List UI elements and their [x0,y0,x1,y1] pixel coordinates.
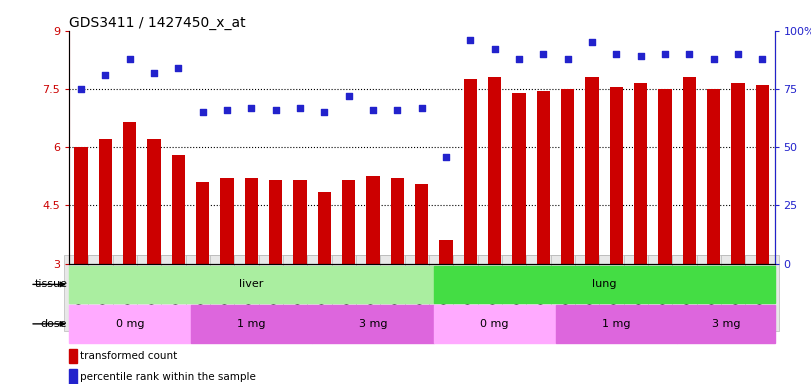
Bar [367,176,380,264]
Point [586,39,599,45]
Point [659,51,672,57]
Text: liver: liver [239,280,264,290]
Text: tissue: tissue [34,280,67,290]
Point [99,72,112,78]
Point [148,70,161,76]
Bar [123,122,136,264]
Point [172,65,185,71]
Text: lung: lung [592,280,616,290]
Text: dose: dose [41,319,67,329]
Point [537,51,550,57]
Bar [221,178,234,264]
Point [732,51,744,57]
Bar [99,139,112,264]
Point [123,56,136,62]
Bar [659,89,672,264]
Text: 1 mg: 1 mg [602,319,631,329]
Text: percentile rank within the sample: percentile rank within the sample [80,372,256,382]
Point [440,154,453,160]
Bar [561,89,574,264]
Point [196,109,209,115]
Bar [683,77,696,264]
Bar [196,182,209,264]
Point [415,104,428,111]
Bar [537,91,550,264]
Bar [318,192,331,264]
Point [391,107,404,113]
Point [561,56,574,62]
Bar [148,139,161,264]
Text: 0 mg: 0 mg [480,319,509,329]
Bar [245,178,258,264]
Bar [464,79,477,264]
Bar [556,305,677,343]
Text: 0 mg: 0 mg [115,319,144,329]
Bar [756,85,769,264]
Bar [69,349,77,363]
Bar [69,305,191,343]
Text: GDS3411 / 1427450_x_at: GDS3411 / 1427450_x_at [69,16,246,30]
Point [367,107,380,113]
Bar [269,180,282,264]
Point [683,51,696,57]
Bar [434,266,775,303]
Text: 1 mg: 1 mg [237,319,266,329]
Bar [677,305,775,343]
Bar [342,180,355,264]
Bar [391,178,404,264]
Point [634,53,647,60]
Bar [434,305,556,343]
Point [269,107,282,113]
Text: 3 mg: 3 mg [358,319,388,329]
Point [488,46,501,53]
Text: transformed count: transformed count [80,351,178,361]
Bar [513,93,526,264]
Bar [610,87,623,264]
Point [294,104,307,111]
Point [342,93,355,99]
Point [610,51,623,57]
Point [464,37,477,43]
Bar [69,266,434,303]
Bar [191,305,312,343]
Bar [440,240,453,264]
Bar [75,147,88,264]
Text: 3 mg: 3 mg [711,319,740,329]
Bar [312,305,434,343]
Point [513,56,526,62]
Bar [172,155,185,264]
Point [221,107,234,113]
Bar [69,369,77,384]
Bar [707,89,720,264]
Point [756,56,769,62]
Point [707,56,720,62]
Bar [586,77,599,264]
Point [318,109,331,115]
Bar [732,83,744,264]
Bar [415,184,428,264]
Bar [634,83,647,264]
Bar [294,180,307,264]
Point [75,86,88,92]
Bar [488,77,501,264]
Point [245,104,258,111]
